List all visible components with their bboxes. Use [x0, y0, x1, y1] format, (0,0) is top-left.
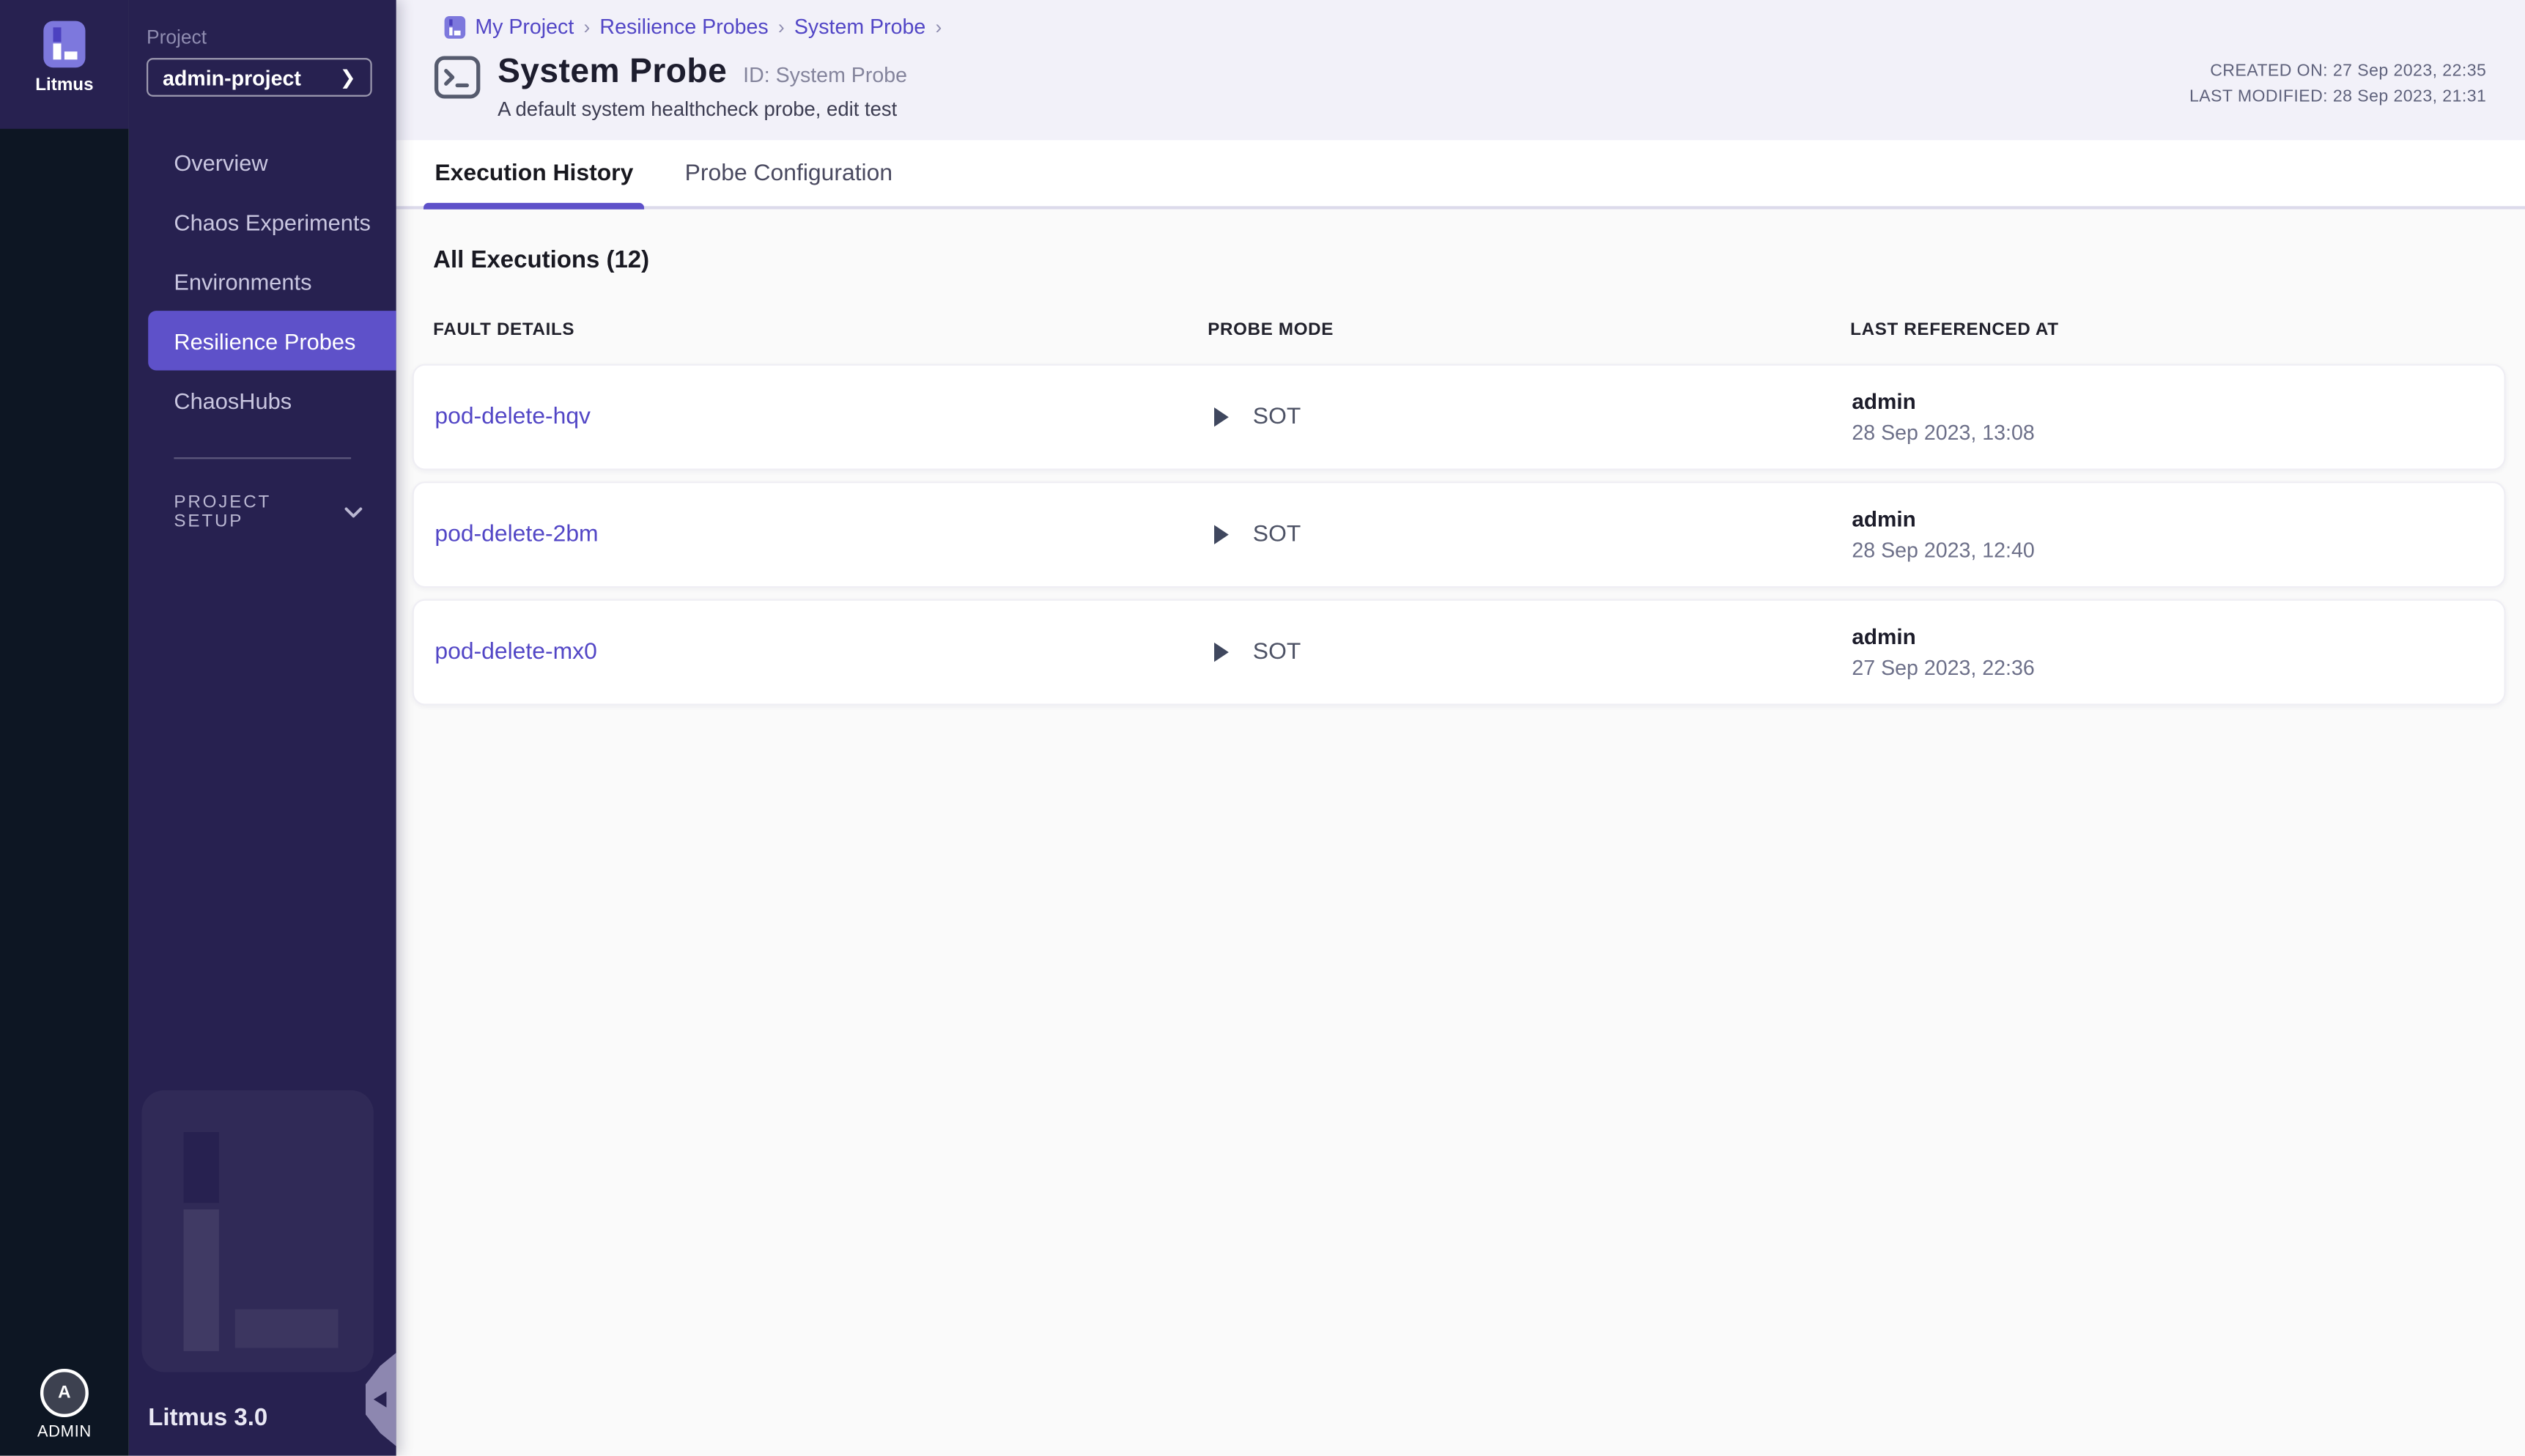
- referenced-at-time: 28 Sep 2023, 13:08: [1852, 420, 2035, 445]
- breadcrumb-separator: ›: [935, 15, 942, 38]
- breadcrumb-system-probe[interactable]: System Probe: [794, 14, 926, 39]
- column-last-referenced-at: LAST REFERENCED AT: [1850, 320, 2059, 340]
- column-fault-details: FAULT DETAILS: [433, 320, 575, 340]
- sidebar: Project admin-project ❯ Overview Chaos E…: [128, 0, 396, 1456]
- avatar-label: ADMIN: [37, 1423, 92, 1441]
- sidebar-divider: [174, 457, 352, 459]
- sidebar-item-environments[interactable]: Environments: [174, 267, 312, 295]
- litmus-logo-label: Litmus: [35, 75, 94, 95]
- chevron-right-icon: ❯: [339, 66, 356, 89]
- sidebar-menu: Overview Chaos Experiments Environments …: [129, 132, 396, 430]
- project-name: admin-project: [162, 65, 301, 89]
- table-row: pod-delete-hqv SOT admin 28 Sep 2023, 13…: [412, 363, 2506, 470]
- probe-mode-value: SOT: [1252, 639, 1301, 665]
- page-title: System Probe: [498, 53, 728, 91]
- tab-execution-history[interactable]: Execution History: [423, 140, 646, 210]
- column-probe-mode: PROBE MODE: [1208, 320, 1334, 340]
- table-row: pod-delete-mx0 SOT admin 27 Sep 2023, 22…: [412, 599, 2506, 706]
- litmus-mini-icon: [444, 15, 466, 38]
- executions-list: pod-delete-hqv SOT admin 28 Sep 2023, 13…: [412, 363, 2506, 706]
- sidebar-item-chaoshubs[interactable]: ChaosHubs: [174, 387, 292, 413]
- probe-mode-value: SOT: [1252, 404, 1301, 430]
- fault-link[interactable]: pod-delete-hqv: [435, 404, 591, 430]
- last-modified: LAST MODIFIED: 28 Sep 2023, 21:31: [2189, 87, 2487, 107]
- project-setup-label: PROJECT SETUP: [174, 492, 271, 532]
- main: My Project › Resilience Probes › System …: [396, 0, 2525, 1456]
- version-label: Litmus 3.0: [148, 1404, 268, 1432]
- probe-description: A default system healthcheck probe, edit…: [498, 98, 898, 121]
- tab-probe-configuration[interactable]: Probe Configuration: [684, 160, 893, 186]
- chevron-down-icon: [344, 507, 363, 518]
- probe-mode-value: SOT: [1252, 522, 1301, 548]
- breadcrumb-separator: ›: [777, 15, 785, 38]
- left-rail: Litmus A ADMIN: [0, 0, 129, 1456]
- probe-id: ID: System Probe: [743, 62, 908, 87]
- referenced-at-time: 27 Sep 2023, 22:36: [1852, 655, 2035, 680]
- sidebar-item-chaos-experiments[interactable]: Chaos Experiments: [174, 208, 371, 234]
- breadcrumb: My Project › Resilience Probes › System …: [444, 14, 2487, 39]
- play-icon[interactable]: [1214, 642, 1229, 662]
- project-setup-toggle[interactable]: PROJECT SETUP: [174, 492, 363, 532]
- play-icon[interactable]: [1214, 407, 1229, 427]
- referenced-by-user: admin: [1852, 624, 1916, 649]
- content: All Executions (12) FAULT DETAILS PROBE …: [396, 209, 2525, 1456]
- fault-link[interactable]: pod-delete-mx0: [435, 639, 597, 665]
- fault-link[interactable]: pod-delete-2bm: [435, 522, 599, 548]
- referenced-by-user: admin: [1852, 507, 1916, 532]
- tabbar: Execution History Probe Configuration: [396, 140, 2525, 210]
- user-menu[interactable]: A ADMIN: [0, 1369, 129, 1441]
- avatar[interactable]: A: [40, 1369, 89, 1417]
- created-on: CREATED ON: 27 Sep 2023, 22:35: [2210, 61, 2487, 81]
- executions-count-title: All Executions (12): [433, 246, 650, 274]
- breadcrumb-my-project[interactable]: My Project: [475, 14, 574, 39]
- litmus-watermark: [141, 1090, 374, 1372]
- sidebar-collapse-button[interactable]: [365, 1353, 396, 1446]
- probe-meta: CREATED ON: 27 Sep 2023, 22:35 LAST MODI…: [2189, 58, 2486, 110]
- breadcrumb-resilience-probes[interactable]: Resilience Probes: [599, 14, 769, 39]
- table-row: pod-delete-2bm SOT admin 28 Sep 2023, 12…: [412, 481, 2506, 588]
- litmus-logo[interactable]: Litmus: [0, 0, 129, 129]
- project-selector[interactable]: admin-project ❯: [146, 58, 372, 97]
- referenced-at-time: 28 Sep 2023, 12:40: [1852, 538, 2035, 562]
- referenced-by-user: admin: [1852, 389, 1916, 414]
- play-icon[interactable]: [1214, 525, 1229, 544]
- project-label: Project: [146, 26, 207, 48]
- sidebar-item-resilience-probes[interactable]: Resilience Probes: [148, 311, 396, 371]
- breadcrumb-separator: ›: [583, 15, 591, 38]
- page-header: My Project › Resilience Probes › System …: [396, 0, 2525, 141]
- table-header: FAULT DETAILS PROBE MODE LAST REFERENCED…: [413, 320, 2506, 339]
- triangle-left-icon: [372, 1391, 386, 1408]
- terminal-icon: [433, 53, 481, 102]
- litmus-logo-icon: [43, 21, 86, 68]
- sidebar-item-overview[interactable]: Overview: [174, 149, 268, 175]
